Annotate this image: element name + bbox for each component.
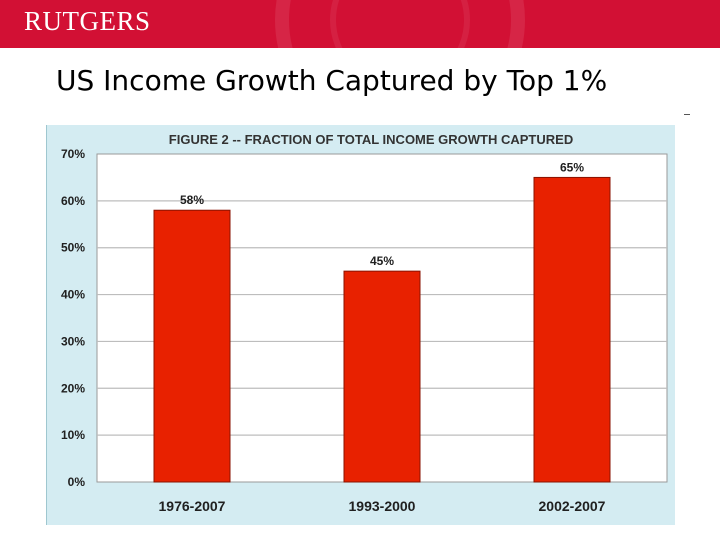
- x-axis-ticks: 1976-2007 1993-2000 2002-2007: [159, 498, 606, 514]
- chart-title: FIGURE 2 -- FRACTION OF TOTAL INCOME GRO…: [169, 132, 573, 147]
- data-label: 58%: [180, 193, 204, 207]
- y-tick-label: 40%: [61, 288, 85, 302]
- slide-title: US Income Growth Captured by Top 1%: [56, 64, 608, 97]
- data-labels: 58% 45% 65%: [180, 160, 584, 268]
- bars: [153, 176, 611, 483]
- title-divider-mark: [684, 114, 690, 115]
- rutgers-logo: RUTGERS: [24, 6, 151, 36]
- y-axis-ticks: 0% 10% 20% 30% 40% 50% 60% 70%: [61, 147, 85, 489]
- data-label: 65%: [560, 160, 584, 174]
- bar-1976-2007: [153, 209, 231, 483]
- header-banner: RUTGERS: [0, 0, 720, 48]
- y-tick-label: 0%: [68, 475, 86, 489]
- data-label: 45%: [370, 254, 394, 268]
- y-tick-label: 30%: [61, 334, 85, 348]
- x-tick-label: 1976-2007: [159, 498, 226, 514]
- x-tick-label: 1993-2000: [349, 498, 416, 514]
- bar-chart: FIGURE 2 -- FRACTION OF TOTAL INCOME GRO…: [61, 132, 668, 514]
- y-tick-label: 10%: [61, 428, 85, 442]
- y-tick-label: 20%: [61, 381, 85, 395]
- chart-panel: FIGURE 2 -- FRACTION OF TOTAL INCOME GRO…: [46, 125, 675, 525]
- y-tick-label: 50%: [61, 241, 85, 255]
- y-tick-label: 70%: [61, 147, 85, 161]
- x-tick-label: 2002-2007: [539, 498, 606, 514]
- bar-2002-2007: [533, 176, 611, 483]
- bar-1993-2000: [343, 270, 421, 483]
- university-seal-watermark-inner: [330, 0, 470, 48]
- university-seal-watermark: [275, 0, 525, 48]
- y-tick-label: 60%: [61, 194, 85, 208]
